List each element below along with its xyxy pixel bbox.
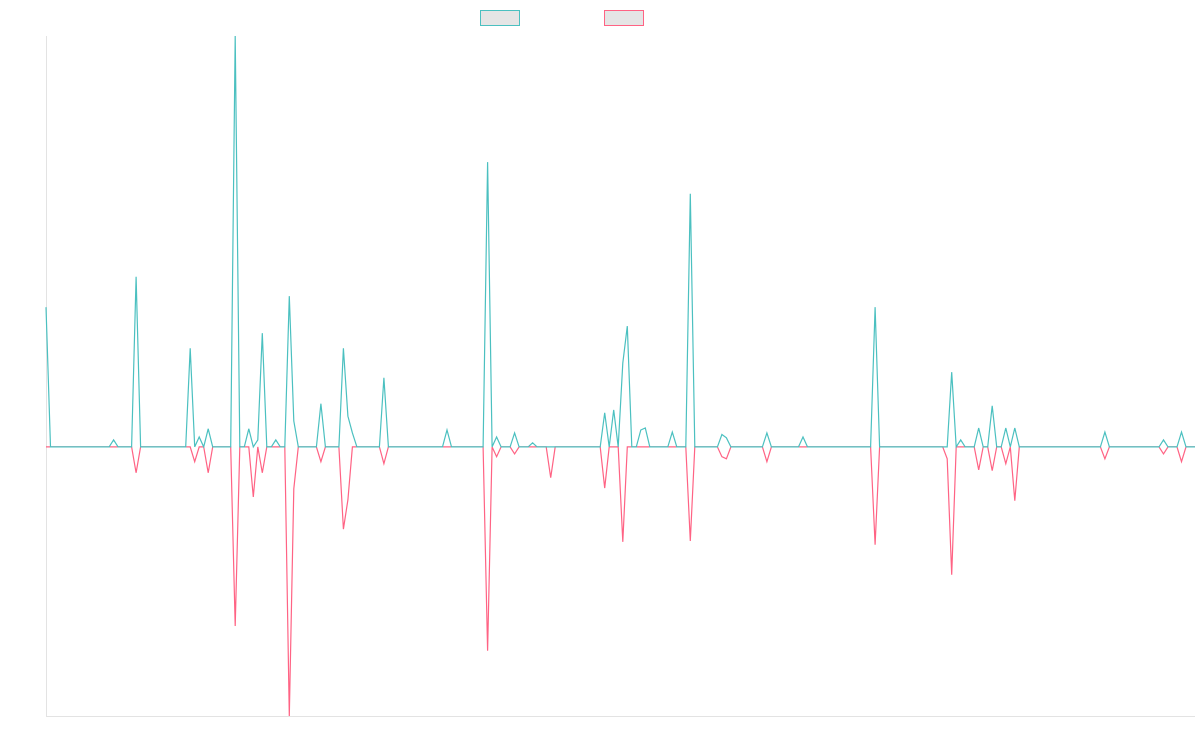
series-line-2	[46, 446, 1195, 717]
series-line-1	[45, 35, 1195, 449]
legend-swatch-series-2[interactable]	[604, 10, 644, 26]
legend-swatch-series-1[interactable]	[480, 10, 520, 26]
